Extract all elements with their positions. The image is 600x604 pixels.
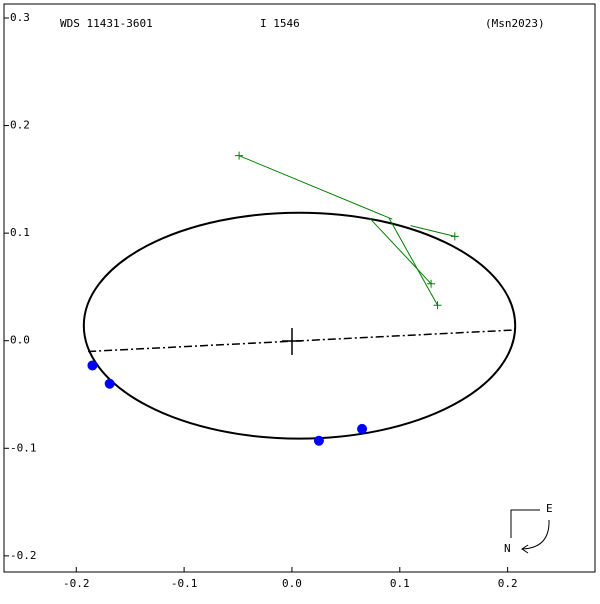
observation: [357, 423, 368, 434]
measurement: [427, 279, 436, 288]
residual: [238, 155, 393, 220]
orbit: [82, 211, 517, 440]
compass-arrow: [521, 519, 550, 554]
x-tick-label: 0.2: [498, 577, 518, 590]
measurement: [433, 301, 442, 310]
x-tick-label: 0.1: [390, 577, 410, 590]
line-of-nodes: [88, 329, 516, 353]
observation: [313, 435, 324, 446]
y-tick-label: 0.0: [10, 334, 30, 347]
x-tick-label: -0.2: [63, 577, 90, 590]
compass-east: E: [546, 502, 553, 515]
residual: [369, 217, 432, 285]
observation: [104, 378, 115, 389]
y-tick-label: -0.2: [10, 549, 37, 562]
y-tick-label: -0.1: [10, 441, 37, 454]
x-tick-label: -0.1: [171, 577, 198, 590]
reference: (Msn2023): [485, 17, 545, 30]
compass-north: N: [504, 542, 511, 555]
chart-title: WDS 11431-3601: [60, 17, 153, 30]
measurement: [235, 151, 244, 160]
frame: [3, 3, 596, 573]
x-tick-label: 0.0: [282, 577, 302, 590]
residual: [410, 225, 455, 237]
y-tick-label: 0.1: [10, 226, 30, 239]
subtitle: I 1546: [260, 17, 300, 30]
observation: [87, 360, 98, 371]
y-tick-label: 0.2: [10, 119, 30, 132]
measurement: [450, 232, 459, 241]
compass-arms: [510, 509, 540, 538]
y-tick-label: 0.3: [10, 11, 30, 24]
residual: [388, 217, 438, 306]
